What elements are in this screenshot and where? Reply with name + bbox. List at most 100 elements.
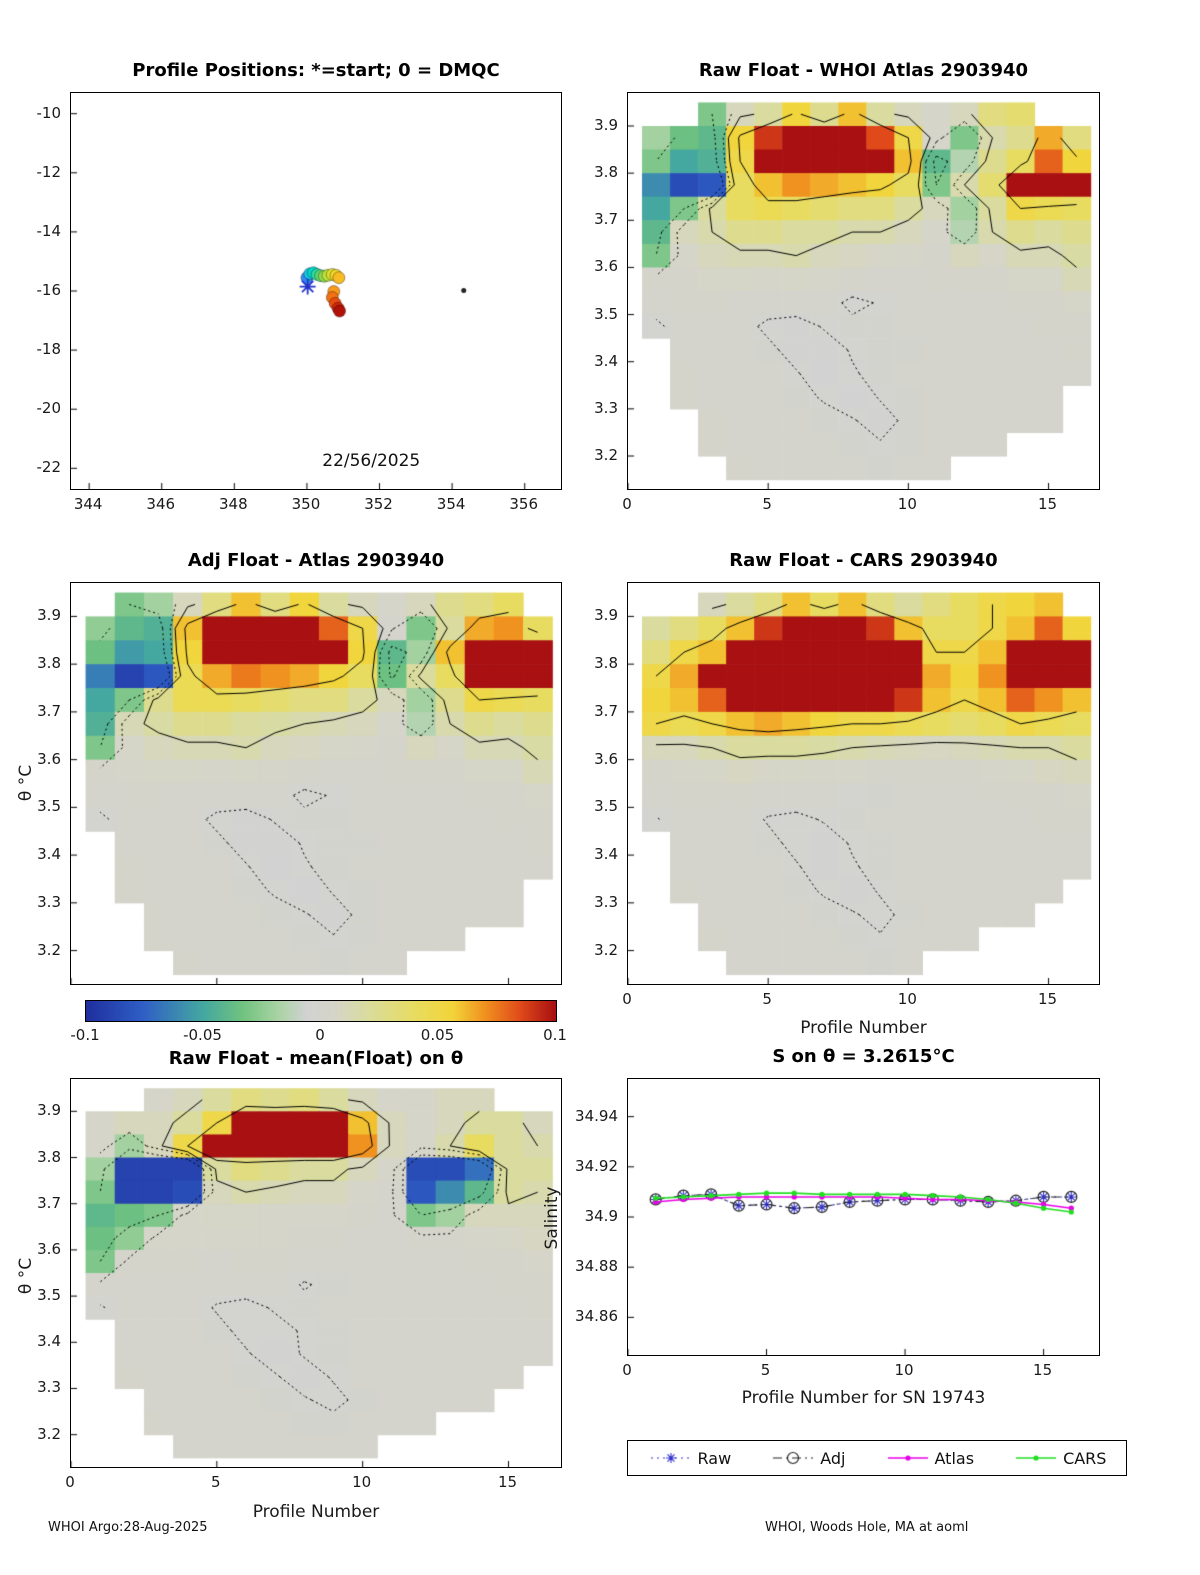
tick-label: -18 [36,340,62,359]
mean-float-plot-area [70,1078,562,1468]
tick-label: -22 [36,458,62,477]
legend: Raw Adj Atlas CARS [627,1440,1127,1476]
mean-float-xlabel: Profile Number [252,1502,380,1522]
tick-label: 3.6 [594,257,618,276]
tick-label: 3.7 [37,701,61,720]
tick-label: 0 [622,495,632,513]
tick-label: 0 [622,1361,632,1379]
map-title: Profile Positions: *=start; 0 = DMQC [132,60,500,81]
colorbar-canvas [86,1001,556,1021]
tick-label: 0 [65,1473,75,1491]
tick-label: 3.6 [37,1239,61,1258]
legend-label-adj: Adj [820,1448,846,1468]
tick-label: 3.2 [594,446,618,464]
tick-label: 0.1 [543,1026,567,1044]
mean-float-ylabel: θ °C [16,1257,36,1295]
tick-label: 0 [315,1026,325,1044]
legend-sample-raw [647,1448,694,1468]
salinity-title: S on θ = 3.2615°C [772,1046,955,1067]
tick-label: 3.9 [37,606,61,625]
tick-label: 3.5 [594,797,618,816]
salinity-ylabel: Salinity [542,1186,562,1250]
tick-label: 3.9 [37,1101,61,1120]
tick-label: 3.9 [594,606,618,625]
tick-label: 3.5 [37,1286,61,1305]
tick-label: 3.8 [594,163,618,182]
tick-label: 15 [497,1473,518,1491]
legend-entry-raw: Raw [647,1448,732,1468]
tick-label: 10 [894,1361,914,1379]
legend-label-cars: CARS [1063,1448,1107,1468]
tick-label: 3.2 [594,940,618,959]
mean-float-canvas [71,1079,561,1467]
tick-label: 3.3 [37,892,61,911]
colorbar [85,1000,557,1022]
tick-label: 3.2 [37,940,61,959]
tick-label: -0.05 [183,1026,222,1044]
tick-label: -20 [36,399,62,418]
tick-label: 356 [509,495,539,513]
raw-cars-canvas [628,583,1099,984]
legend-sample-cars [1013,1448,1060,1468]
tick-label: 3.5 [594,304,618,323]
adj-atlas-title: Adj Float - Atlas 2903940 [187,550,445,571]
tick-label: 352 [364,495,393,513]
tick-label: 354 [436,495,466,513]
tick-label: 3.7 [37,1193,61,1212]
tick-label: 3.2 [37,1424,61,1443]
tick-label: 3.8 [594,654,618,673]
adj-atlas-plot-area [70,582,562,985]
raw-atlas-canvas [628,93,1099,489]
adj-atlas-canvas [71,583,561,984]
tick-label: 15 [1037,495,1058,513]
tick-label: 34.86 [575,1307,618,1326]
footer-left: WHOI Argo:28-Aug-2025 [48,1520,208,1535]
tick-label: 348 [219,495,248,513]
tick-label: 350 [291,495,321,513]
raw-cars-xlabel: Profile Number [800,1018,927,1038]
tick-label: 10 [897,495,917,513]
tick-label: 346 [146,495,176,513]
tick-label: 3.3 [594,892,618,911]
map-date-annotation: 22/56/2025 [322,451,421,472]
tick-label: 3.9 [594,116,618,134]
salinity-canvas [628,1079,1099,1355]
tick-label: 10 [352,1473,372,1491]
salinity-xlabel: Profile Number for SN 19743 [741,1388,986,1408]
tick-label: -0.1 [70,1026,100,1044]
tick-label: 3.3 [594,398,618,417]
tick-label: 3.6 [594,749,618,768]
tick-label: 34.88 [575,1257,618,1276]
tick-label: -12 [36,162,62,181]
map-canvas [71,93,561,489]
legend-label-raw: Raw [697,1448,732,1468]
legend-entry-adj: Adj [770,1448,845,1468]
legend-sample-atlas [884,1448,931,1468]
raw-atlas-title: Raw Float - WHOI Atlas 2903940 [698,60,1029,81]
raw-cars-title: Raw Float - CARS 2903940 [729,550,998,571]
legend-label-atlas: Atlas [934,1448,975,1468]
map-plot-area [70,92,562,490]
tick-label: 0.05 [420,1026,455,1044]
tick-label: 5 [760,1361,771,1379]
tick-label: 0 [622,990,632,1008]
tick-label: 3.7 [594,210,618,229]
tick-label: -10 [36,103,62,122]
tick-label: 34.92 [575,1156,618,1175]
tick-label: 3.3 [37,1378,61,1397]
mean-float-title: Raw Float - mean(Float) on θ [168,1048,464,1069]
raw-cars-plot-area [627,582,1100,985]
tick-label: -14 [36,221,62,240]
tick-label: 3.4 [594,845,618,864]
legend-sample-adj [770,1448,817,1468]
raw-atlas-plot-area [627,92,1100,490]
footer-right: WHOI, Woods Hole, MA at aoml [765,1520,969,1535]
legend-entry-cars: CARS [1013,1448,1106,1468]
tick-label: -16 [36,281,62,299]
tick-label: 3.5 [37,797,61,816]
adj-atlas-ylabel: θ °C [16,764,36,802]
tick-label: 5 [762,990,772,1008]
tick-label: 3.8 [37,1147,61,1166]
tick-label: 344 [73,495,103,513]
